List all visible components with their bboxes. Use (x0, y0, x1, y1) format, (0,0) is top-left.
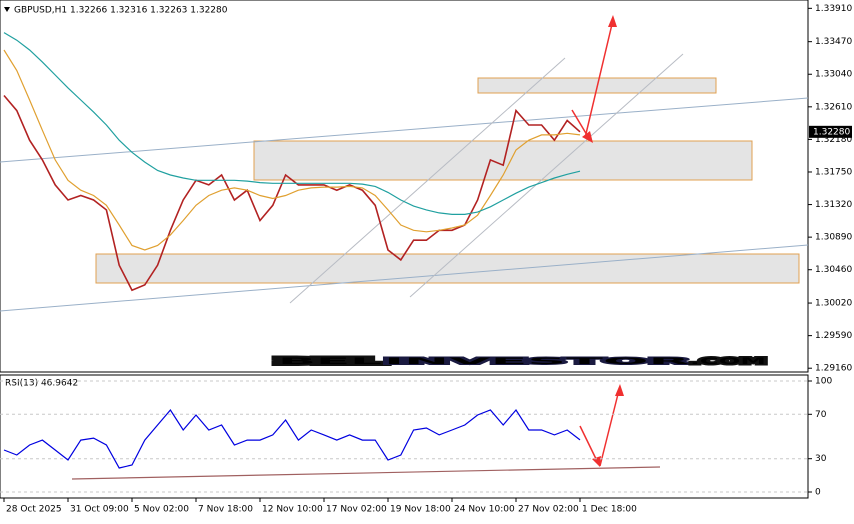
y-tick-label: 1.33910 (815, 4, 852, 14)
x-tick-label: 31 Oct 09:00 (70, 505, 129, 515)
annotations (0, 15, 809, 480)
current-price-box (809, 125, 852, 138)
y-tick-label: 1.30460 (815, 265, 852, 275)
watermark-investor: INVESTOR (384, 357, 690, 367)
current-price-label: 1.32280 (813, 127, 850, 137)
x-tick-label: 19 Nov 18:00 (390, 505, 451, 515)
rsi-arrow (599, 389, 620, 467)
arrow-head (615, 384, 624, 396)
channel-line (409, 53, 684, 298)
arrow-head (608, 15, 617, 27)
rsi-title: RSI(13) 46.9642 (5, 379, 78, 389)
y-tick-label: 1.30020 (815, 299, 852, 309)
series-line (3, 408, 581, 469)
trend-line (0, 97, 809, 163)
y-tick-label: 1.31320 (815, 200, 852, 210)
x-tick-label: 27 Nov 02:00 (518, 505, 579, 515)
y-tick-label: 1.29590 (815, 331, 852, 341)
y-tick-label: 1.32610 (815, 102, 852, 112)
price-panel (0, 0, 809, 373)
watermark-com: .COM (690, 357, 766, 367)
middle-zone (253, 140, 753, 181)
series-line (3, 32, 581, 215)
y-tick-label: 1.33470 (815, 37, 852, 47)
chart-title: GBPUSD,H1 1.32266 1.32316 1.32263 1.3228… (14, 6, 228, 16)
forecast-arrow (584, 19, 614, 139)
rsi-panel (0, 374, 809, 499)
y-tick-label: 100 (815, 376, 832, 386)
channel-line (289, 57, 566, 304)
x-tick-label: 17 Nov 02:00 (326, 505, 387, 515)
y-tick-label: 1.29160 (815, 364, 852, 374)
y-tick-label: 0 (815, 488, 821, 498)
y-tick-label: 1.33040 (815, 70, 852, 80)
rsi-trend-line (71, 466, 661, 480)
x-tick-label: 5 Nov 02:00 (134, 505, 189, 515)
x-tick-label: 24 Nov 10:00 (454, 505, 515, 515)
series-line (3, 49, 581, 251)
arrow-head (582, 131, 593, 143)
watermark-bel: BEL (278, 357, 383, 367)
y-tick-label: 30 (815, 454, 827, 464)
y-tick-label: 1.32180 (815, 135, 852, 145)
y-tick-label: 1.31750 (815, 167, 852, 177)
symbol-marker (4, 7, 10, 12)
trend-line (0, 244, 809, 312)
y-tick-label: 1.30890 (815, 233, 852, 243)
x-tick-label: 12 Nov 10:00 (262, 505, 323, 515)
rsi-arrow (579, 425, 599, 464)
support-zone (95, 253, 800, 284)
x-tick-label: 7 Nov 18:00 (198, 505, 253, 515)
y-tick-label: 70 (815, 410, 827, 420)
x-tick-label: 28 Oct 2025 (6, 505, 62, 515)
x-tick-label: 1 Dec 18:00 (582, 505, 637, 515)
series-line (3, 94, 581, 292)
